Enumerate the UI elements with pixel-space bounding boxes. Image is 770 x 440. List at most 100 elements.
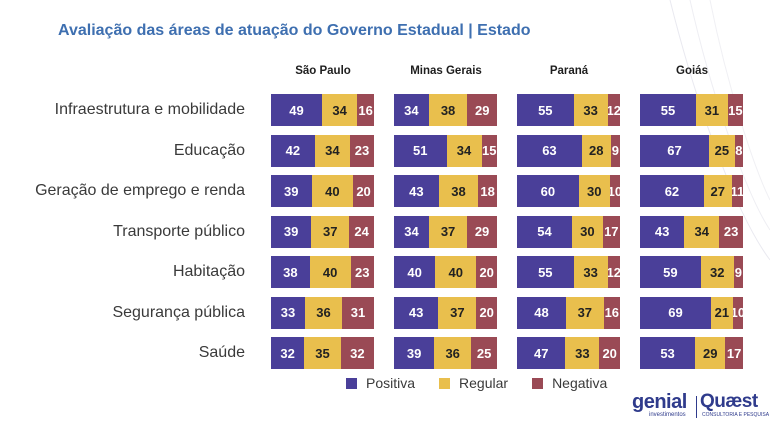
panel-header: Goiás xyxy=(676,65,708,77)
stacked-bar: 55 33 12 xyxy=(517,94,620,126)
stacked-bar: 51 34 15 xyxy=(394,134,497,167)
bar-segment-negativa: 29 xyxy=(467,215,497,248)
bar-segment-negativa: 11 xyxy=(731,175,743,207)
bar-segment-regular: 37 xyxy=(429,215,468,248)
bar-segment-negativa: 15 xyxy=(481,134,497,167)
stacked-bar: 33 36 31 xyxy=(271,296,374,329)
stacked-bar: 63 28 9 xyxy=(517,134,620,167)
bar-segment-positiva: 43 xyxy=(394,296,439,329)
bar-segment-regular: 35 xyxy=(304,337,341,369)
bar-segment-regular: 34 xyxy=(446,134,482,167)
stacked-bar: 55 33 12 xyxy=(517,256,620,288)
bar-segment-regular: 40 xyxy=(311,175,354,207)
bar-segment-negativa: 15 xyxy=(727,94,743,126)
bar-segment-regular: 34 xyxy=(321,94,358,126)
bar-segment-regular: 30 xyxy=(572,215,603,248)
legend-swatch-positiva xyxy=(346,377,357,389)
bar-segment-positiva: 34 xyxy=(394,215,430,248)
legend-label-regular: Regular xyxy=(459,375,509,391)
bar-segment-negativa: 10 xyxy=(609,175,620,207)
bar-segment-regular: 33 xyxy=(573,256,608,288)
bar-segment-regular: 30 xyxy=(578,175,610,207)
bar-segment-negativa: 17 xyxy=(725,337,743,369)
bar-segment-negativa: 18 xyxy=(478,175,497,207)
stacked-bar: 53 29 17 xyxy=(640,337,743,369)
bar-segment-regular: 37 xyxy=(565,296,604,329)
bar-segment-negativa: 20 xyxy=(353,175,374,207)
stacked-bar: 43 37 20 xyxy=(394,296,497,329)
bar-segment-regular: 38 xyxy=(428,94,468,126)
bar-segment-negativa: 12 xyxy=(607,94,620,126)
stacked-bar: 43 38 18 xyxy=(394,175,497,207)
stacked-bar: 34 37 29 xyxy=(394,215,497,248)
bar-segment-negativa: 32 xyxy=(340,337,374,369)
bar-segment-positiva: 43 xyxy=(640,215,685,248)
legend-item-positiva: Positiva xyxy=(346,375,415,391)
stacked-bar: 39 36 25 xyxy=(394,337,497,369)
bar-segment-regular: 36 xyxy=(304,296,343,329)
bar-segment-positiva: 67 xyxy=(640,134,709,167)
genial-logo-subtitle: investimentos xyxy=(649,412,686,418)
bar-segment-regular: 28 xyxy=(581,134,611,167)
bar-segment-positiva: 39 xyxy=(271,175,312,207)
bar-segment-negativa: 9 xyxy=(610,134,620,167)
stacked-bar: 62 27 11 xyxy=(640,175,743,207)
stacked-bar: 55 31 15 xyxy=(640,94,743,126)
stacked-bar: 59 32 9 xyxy=(640,256,743,288)
category-label: Habitação xyxy=(172,263,245,280)
bar-segment-positiva: 43 xyxy=(394,175,439,207)
bar-segment-positiva: 48 xyxy=(517,296,566,329)
bar-segment-regular: 34 xyxy=(314,134,351,167)
bar-segment-negativa: 16 xyxy=(357,94,374,126)
bar-segment-regular: 38 xyxy=(438,175,479,207)
bar-segment-regular: 37 xyxy=(438,296,477,329)
stacked-bar: 47 33 20 xyxy=(517,337,620,369)
bar-segment-negativa: 20 xyxy=(599,337,620,369)
bar-segment-negativa: 12 xyxy=(607,256,620,288)
bar-segment-positiva: 42 xyxy=(271,134,315,167)
bar-segment-negativa: 10 xyxy=(732,296,743,329)
legend-label-positiva: Positiva xyxy=(366,375,416,391)
bar-segment-regular: 33 xyxy=(573,94,608,126)
bar-segment-positiva: 69 xyxy=(640,296,712,329)
stacked-bar: 39 40 20 xyxy=(271,175,374,207)
bar-segment-negativa: 24 xyxy=(349,215,374,248)
bar-segment-regular: 40 xyxy=(309,256,351,288)
bar-segment-positiva: 59 xyxy=(640,256,701,288)
bar-segment-negativa: 9 xyxy=(733,256,743,288)
bar-segment-negativa: 25 xyxy=(471,337,497,369)
stacked-bar: 42 34 23 xyxy=(271,134,374,167)
bar-segment-negativa: 20 xyxy=(476,256,497,288)
logo-divider xyxy=(696,396,697,418)
bar-segment-negativa: 16 xyxy=(603,296,620,329)
bar-segment-positiva: 49 xyxy=(271,94,322,126)
stacked-bar: 32 35 32 xyxy=(271,337,374,369)
panel-header: São Paulo xyxy=(295,65,351,77)
quaest-logo-subtitle: CONSULTORIA E PESQUISA xyxy=(702,412,770,418)
category-label: Educação xyxy=(173,141,245,159)
legend-item-negativa: Negativa xyxy=(532,375,607,391)
bar-segment-regular: 32 xyxy=(700,256,734,288)
bar-segment-positiva: 32 xyxy=(271,337,305,369)
bar-segment-negativa: 23 xyxy=(719,215,743,248)
bar-segment-positiva: 38 xyxy=(271,256,310,288)
bar-segment-negativa: 23 xyxy=(350,134,374,167)
bar-segment-positiva: 33 xyxy=(271,296,305,329)
bar-segment-positiva: 63 xyxy=(517,134,582,167)
category-label: Geração de emprego e renda xyxy=(35,182,245,199)
bar-segment-regular: 40 xyxy=(435,256,477,288)
bar-segment-positiva: 39 xyxy=(394,337,435,369)
category-label: Segurança pública xyxy=(112,303,245,321)
bar-segment-negativa: 17 xyxy=(602,215,620,248)
quaest-logo: Quæst xyxy=(700,391,758,412)
stacked-bar: 40 40 20 xyxy=(394,256,497,288)
panel-header: Minas Gerais xyxy=(410,65,482,77)
legend-item-regular: Regular xyxy=(439,375,508,391)
bar-segment-regular: 33 xyxy=(565,337,600,369)
bar-segment-positiva: 55 xyxy=(640,94,697,126)
bar-segment-negativa: 29 xyxy=(467,94,497,126)
category-label: Transporte público xyxy=(113,222,245,240)
legend: Positiva Regular Negativa xyxy=(346,375,631,391)
stacked-bar: 49 34 16 xyxy=(271,94,374,126)
stacked-bar: 38 40 23 xyxy=(271,256,374,288)
